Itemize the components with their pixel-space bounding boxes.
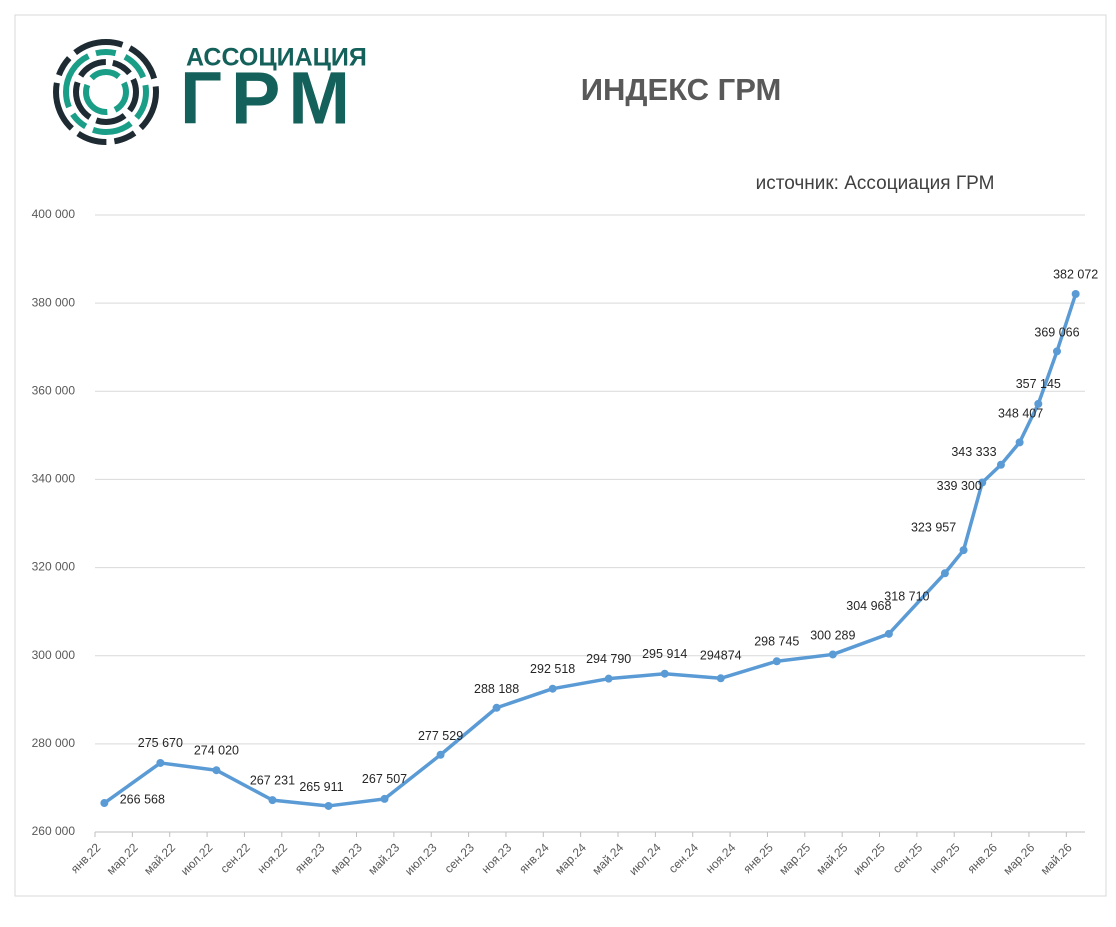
logo-mark xyxy=(53,39,159,145)
y-tick-label: 320 000 xyxy=(32,560,76,574)
value-label: 382 072 xyxy=(1053,267,1098,281)
value-label: 323 957 xyxy=(911,520,956,534)
value-label: 343 333 xyxy=(951,445,996,459)
data-point xyxy=(716,674,725,683)
data-point xyxy=(100,799,109,808)
value-label: 294874 xyxy=(700,649,742,663)
value-label: 275 670 xyxy=(138,736,183,750)
data-point xyxy=(436,750,445,759)
value-label: 318 710 xyxy=(884,590,929,604)
data-point xyxy=(324,801,333,810)
data-point xyxy=(604,674,613,683)
data-point xyxy=(156,758,165,767)
y-tick-label: 400 000 xyxy=(32,207,76,221)
value-label: 288 188 xyxy=(474,682,519,696)
y-tick-label: 300 000 xyxy=(32,648,76,662)
y-tick-label: 360 000 xyxy=(32,383,76,397)
chart-frame xyxy=(14,14,1107,897)
value-label: 267 231 xyxy=(250,773,295,787)
data-point xyxy=(772,657,781,666)
value-label: 295 914 xyxy=(642,647,687,661)
data-point xyxy=(828,650,837,659)
logo-ring xyxy=(73,59,139,125)
data-point xyxy=(940,569,949,578)
value-label: 265 911 xyxy=(299,780,343,794)
chart-subtitle: источник: Ассоциация ГРМ xyxy=(756,173,995,194)
data-point xyxy=(996,460,1005,469)
data-point xyxy=(1015,438,1024,447)
data-point xyxy=(660,669,669,678)
data-point xyxy=(1052,347,1061,356)
logo-bottom: ГРМ xyxy=(180,57,350,140)
value-label: 348 407 xyxy=(998,407,1043,421)
logo-ring xyxy=(83,69,129,115)
logo-top: АССОЦИАЦИЯ xyxy=(186,44,367,72)
value-label: 357 145 xyxy=(1016,377,1061,391)
y-tick-label: 280 000 xyxy=(32,736,76,750)
y-tick-label: 380 000 xyxy=(32,295,76,309)
data-point xyxy=(1071,290,1080,299)
logo-ring xyxy=(63,49,149,135)
value-label: 267 507 xyxy=(362,772,407,786)
data-point xyxy=(492,703,501,712)
data-point xyxy=(212,766,221,775)
value-label: 277 529 xyxy=(418,729,463,743)
y-tick-label: 340 000 xyxy=(32,472,76,486)
chart-title: ИНДЕКС ГРМ xyxy=(581,72,782,107)
data-point xyxy=(1034,399,1043,408)
data-point xyxy=(959,546,968,555)
data-point xyxy=(978,478,987,487)
data-point xyxy=(380,794,389,803)
logo-ring xyxy=(53,39,159,145)
value-label: 274 020 xyxy=(194,744,239,758)
value-label: 292 518 xyxy=(530,662,575,676)
value-label: 294 790 xyxy=(586,652,631,666)
value-label: 339 300 xyxy=(937,479,982,493)
value-label: 266 568 xyxy=(120,792,165,806)
value-label: 300 289 xyxy=(810,629,855,643)
value-label: 298 745 xyxy=(754,635,799,649)
data-point xyxy=(268,796,277,805)
data-point xyxy=(884,629,893,638)
value-label: 369 066 xyxy=(1034,326,1079,340)
value-label: 304 968 xyxy=(846,599,891,613)
y-tick-label: 260 000 xyxy=(32,824,76,838)
data-point xyxy=(548,684,557,693)
